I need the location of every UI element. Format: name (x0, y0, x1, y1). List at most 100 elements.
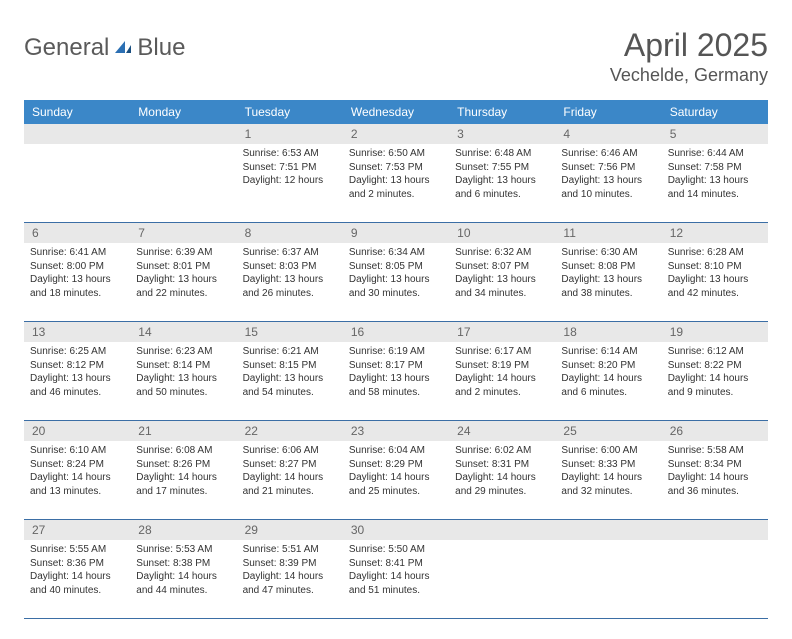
day-cell: Sunrise: 6:17 AMSunset: 8:19 PMDaylight:… (449, 342, 555, 420)
day-number (449, 520, 555, 540)
sunrise-line: Sunrise: 6:10 AM (30, 444, 124, 458)
sunset-line: Sunset: 7:55 PM (455, 161, 549, 175)
week-row: Sunrise: 6:25 AMSunset: 8:12 PMDaylight:… (24, 342, 768, 421)
sunrise-line: Sunrise: 6:32 AM (455, 246, 549, 260)
day-details: Sunrise: 6:14 AMSunset: 8:20 PMDaylight:… (555, 342, 661, 405)
daylight-line: Daylight: 13 hours and 42 minutes. (668, 273, 762, 300)
day-cell: Sunrise: 6:14 AMSunset: 8:20 PMDaylight:… (555, 342, 661, 420)
day-number: 1 (237, 124, 343, 144)
day-number: 26 (662, 421, 768, 441)
sunset-line: Sunset: 8:10 PM (668, 260, 762, 274)
day-cell (555, 540, 661, 618)
day-number: 15 (237, 322, 343, 342)
day-details: Sunrise: 6:32 AMSunset: 8:07 PMDaylight:… (449, 243, 555, 306)
sunrise-line: Sunrise: 6:34 AM (349, 246, 443, 260)
day-details: Sunrise: 6:17 AMSunset: 8:19 PMDaylight:… (449, 342, 555, 405)
daylight-line: Daylight: 13 hours and 10 minutes. (561, 174, 655, 201)
sunrise-line: Sunrise: 6:06 AM (243, 444, 337, 458)
daylight-line: Daylight: 13 hours and 14 minutes. (668, 174, 762, 201)
daylight-line: Daylight: 13 hours and 46 minutes. (30, 372, 124, 399)
day-number: 21 (130, 421, 236, 441)
sunrise-line: Sunrise: 6:23 AM (136, 345, 230, 359)
week-row: Sunrise: 5:55 AMSunset: 8:36 PMDaylight:… (24, 540, 768, 619)
day-cell (130, 144, 236, 222)
day-cell: Sunrise: 6:46 AMSunset: 7:56 PMDaylight:… (555, 144, 661, 222)
day-cell: Sunrise: 6:39 AMSunset: 8:01 PMDaylight:… (130, 243, 236, 321)
daylight-line: Daylight: 13 hours and 30 minutes. (349, 273, 443, 300)
sunset-line: Sunset: 8:31 PM (455, 458, 549, 472)
day-details: Sunrise: 6:48 AMSunset: 7:55 PMDaylight:… (449, 144, 555, 207)
day-number: 17 (449, 322, 555, 342)
weekday-header: Thursday (449, 100, 555, 124)
day-number: 14 (130, 322, 236, 342)
day-number: 11 (555, 223, 661, 243)
daylight-line: Daylight: 13 hours and 38 minutes. (561, 273, 655, 300)
day-details: Sunrise: 6:08 AMSunset: 8:26 PMDaylight:… (130, 441, 236, 504)
day-number (662, 520, 768, 540)
sunrise-line: Sunrise: 6:41 AM (30, 246, 124, 260)
day-details: Sunrise: 6:06 AMSunset: 8:27 PMDaylight:… (237, 441, 343, 504)
daynum-row: 27282930 (24, 520, 768, 540)
sunrise-line: Sunrise: 6:17 AM (455, 345, 549, 359)
day-number: 28 (130, 520, 236, 540)
day-number (555, 520, 661, 540)
title-block: April 2025 Vechelde, Germany (610, 28, 768, 86)
day-cell: Sunrise: 6:41 AMSunset: 8:00 PMDaylight:… (24, 243, 130, 321)
day-cell: Sunrise: 6:08 AMSunset: 8:26 PMDaylight:… (130, 441, 236, 519)
day-number: 29 (237, 520, 343, 540)
daylight-line: Daylight: 13 hours and 22 minutes. (136, 273, 230, 300)
day-details: Sunrise: 6:30 AMSunset: 8:08 PMDaylight:… (555, 243, 661, 306)
sunset-line: Sunset: 8:29 PM (349, 458, 443, 472)
day-details: Sunrise: 6:19 AMSunset: 8:17 PMDaylight:… (343, 342, 449, 405)
sunrise-line: Sunrise: 5:51 AM (243, 543, 337, 557)
daylight-line: Daylight: 14 hours and 17 minutes. (136, 471, 230, 498)
day-cell: Sunrise: 6:50 AMSunset: 7:53 PMDaylight:… (343, 144, 449, 222)
day-details: Sunrise: 6:00 AMSunset: 8:33 PMDaylight:… (555, 441, 661, 504)
day-number: 22 (237, 421, 343, 441)
logo-text-1: General (24, 34, 109, 62)
month-title: April 2025 (610, 28, 768, 63)
day-details: Sunrise: 6:41 AMSunset: 8:00 PMDaylight:… (24, 243, 130, 306)
daylight-line: Daylight: 13 hours and 54 minutes. (243, 372, 337, 399)
day-number (24, 124, 130, 144)
day-number: 18 (555, 322, 661, 342)
week-row: Sunrise: 6:41 AMSunset: 8:00 PM Daylight:… (24, 243, 768, 322)
sunrise-line: Sunrise: 6:53 AM (243, 147, 337, 161)
day-number: 9 (343, 223, 449, 243)
day-cell: Sunrise: 6:04 AMSunset: 8:29 PMDaylight:… (343, 441, 449, 519)
day-number: 4 (555, 124, 661, 144)
day-cell: Sunrise: 6:30 AMSunset: 8:08 PMDaylight:… (555, 243, 661, 321)
weekday-header: Tuesday (237, 100, 343, 124)
week-row: Sunrise: 6:53 AMSunset: 7:51 PMDaylight:… (24, 144, 768, 223)
day-details: Sunrise: 6:21 AMSunset: 8:15 PMDaylight:… (237, 342, 343, 405)
sunset-line: Sunset: 8:05 PM (349, 260, 443, 274)
day-number: 12 (662, 223, 768, 243)
daylight-line: Daylight: 14 hours and 13 minutes. (30, 471, 124, 498)
day-number: 5 (662, 124, 768, 144)
sunset-line: Sunset: 7:56 PM (561, 161, 655, 175)
sunrise-line: Sunrise: 6:12 AM (668, 345, 762, 359)
sunset-line: Sunset: 8:39 PM (243, 557, 337, 571)
sunset-line: Sunset: 8:17 PM (349, 359, 443, 373)
day-details: Sunrise: 6:34 AMSunset: 8:05 PMDaylight:… (343, 243, 449, 306)
sunset-line: Sunset: 8:00 PM (30, 260, 124, 274)
day-cell: Sunrise: 6:48 AMSunset: 7:55 PMDaylight:… (449, 144, 555, 222)
week-row: Sunrise: 6:10 AMSunset: 8:24 PMDaylight:… (24, 441, 768, 520)
day-number: 19 (662, 322, 768, 342)
daylight-line: Daylight: 14 hours and 51 minutes. (349, 570, 443, 597)
sunrise-line: Sunrise: 6:46 AM (561, 147, 655, 161)
daylight-line: Daylight: 13 hours and 58 minutes. (349, 372, 443, 399)
day-cell: Sunrise: 5:51 AMSunset: 8:39 PMDaylight:… (237, 540, 343, 618)
calendar-grid: SundayMondayTuesdayWednesdayThursdayFrid… (24, 100, 768, 619)
sunrise-line: Sunrise: 5:55 AM (30, 543, 124, 557)
sunset-line: Sunset: 8:24 PM (30, 458, 124, 472)
sunrise-line: Sunrise: 6:21 AM (243, 345, 337, 359)
weekday-header: Monday (130, 100, 236, 124)
daylight-line: Daylight: 14 hours and 47 minutes. (243, 570, 337, 597)
day-details: Sunrise: 5:58 AMSunset: 8:34 PMDaylight:… (662, 441, 768, 504)
daylight-line: Daylight: 14 hours and 40 minutes. (30, 570, 124, 597)
weeks-container: 12345Sunrise: 6:53 AMSunset: 7:51 PMDayl… (24, 124, 768, 619)
day-number: 6 (24, 223, 130, 243)
day-details: Sunrise: 5:50 AMSunset: 8:41 PMDaylight:… (343, 540, 449, 603)
day-cell: Sunrise: 6:34 AMSunset: 8:05 PMDaylight:… (343, 243, 449, 321)
